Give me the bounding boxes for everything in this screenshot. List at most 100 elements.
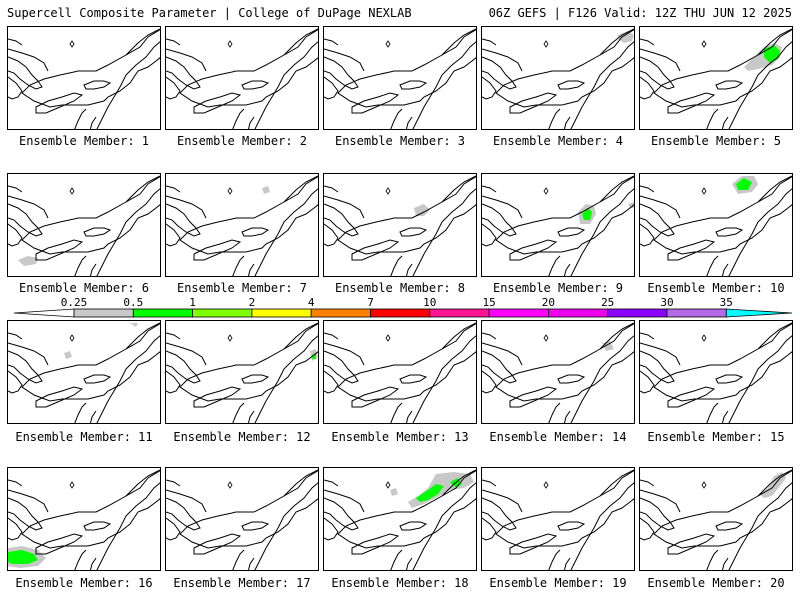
basemap-line [563,116,571,129]
basemap-line [548,108,561,129]
basemap-line [247,116,255,129]
map-canvas [166,469,318,570]
diamond-marker-icon [227,40,233,48]
basemap-line [557,374,586,384]
map-canvas [8,469,160,570]
basemap-line [640,76,655,100]
ensemble-member-12-map [165,320,319,424]
ensemble-member-17-map [165,467,319,571]
basemap-line [706,402,719,423]
header-title: Supercell Composite Parameter | College … [7,6,412,20]
basemap-line [640,489,681,513]
basemap-line [35,92,84,114]
basemap-line [599,322,634,350]
map-canvas [324,28,476,129]
basemap-line [482,497,517,531]
basemap-line [96,482,160,570]
basemap-line [324,332,339,340]
basemap-line [640,497,675,531]
ensemble-member-caption: Ensemble Member: 8 [334,281,466,295]
basemap-line [563,410,571,423]
basemap-line [482,223,497,247]
colorbar-segment-4 [310,308,371,318]
basemap-line [640,332,655,340]
ensemble-member-caption: Ensemble Member: 16 [15,576,153,590]
colorbar-segment-25 [607,308,668,318]
basemap-line [166,342,207,366]
basemap-line [548,255,561,276]
ensemble-member-20-map [639,467,793,571]
basemap-line [8,479,23,487]
basemap-line [640,48,681,72]
map-canvas [8,322,160,423]
map-canvas [640,322,792,423]
basemap-line [254,335,318,423]
basemap-line [412,41,476,129]
basemap-line [125,322,160,350]
basemap-line [324,203,359,237]
basemap-line [640,350,675,384]
map-canvas [640,28,792,129]
basemap-line [8,76,23,100]
basemap-line [283,28,318,56]
basemap-line [351,239,400,261]
basemap-line [653,470,792,549]
map-canvas [640,469,792,570]
basemap-line [557,227,586,237]
map-canvas [482,28,634,129]
basemap-line [8,370,23,394]
basemap-line [337,470,476,549]
basemap-line [89,263,97,276]
basemap-line [640,185,655,193]
basemap-line [653,29,792,108]
diamond-marker-icon [701,334,707,342]
basemap-line [337,323,476,402]
map-canvas [324,469,476,570]
diamond-marker-icon [69,187,75,195]
basemap-line [324,517,339,541]
basemap-line [706,255,719,276]
basemap-line [721,557,729,570]
ensemble-member-caption: Ensemble Member: 14 [489,430,627,444]
colorbar-segment-7 [370,308,431,318]
basemap-line [405,410,413,423]
scp-field-0_25 [760,472,786,498]
basemap-line [728,482,792,570]
ensemble-member-1-map [7,26,161,130]
basemap-line [482,489,523,513]
basemap-line [548,402,561,423]
basemap-line [640,479,655,487]
basemap-line [193,92,242,114]
basemap-line [247,410,255,423]
basemap-line [179,29,318,108]
map-canvas [324,322,476,423]
basemap-line [8,332,23,340]
basemap-line [193,239,242,261]
basemap-line [757,175,792,203]
basemap-line [715,80,744,90]
basemap-line [715,374,744,384]
basemap-line [495,29,634,108]
basemap-line [412,335,476,423]
basemap-line [509,92,558,114]
ensemble-member-caption: Ensemble Member: 11 [15,430,153,444]
colorbar-segment-0_25 [73,308,134,318]
basemap-line [653,176,792,255]
basemap-line [166,332,181,340]
basemap-line [706,549,719,570]
basemap-line [8,185,23,193]
basemap-line [254,41,318,129]
ensemble-member-6-map [7,173,161,277]
basemap-line [570,188,634,276]
diamond-marker-icon [385,40,391,48]
basemap-line [570,482,634,570]
basemap-line [8,350,43,384]
basemap-line [179,323,318,402]
scp-field-0_25 [130,323,138,327]
diamond-marker-icon [701,187,707,195]
ensemble-member-15-map [639,320,793,424]
basemap-line [441,28,476,56]
basemap-line [8,203,43,237]
colorbar-segment-1 [192,308,253,318]
basemap-line [412,188,476,276]
